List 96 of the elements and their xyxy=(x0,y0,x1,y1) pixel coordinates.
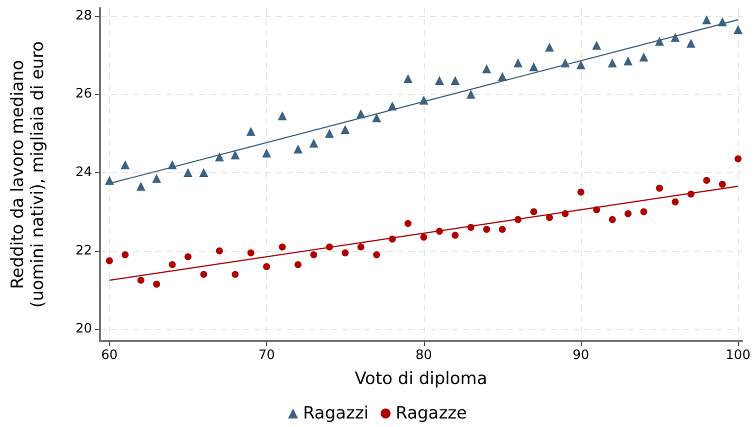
point xyxy=(450,76,460,85)
point xyxy=(419,96,428,105)
point xyxy=(324,128,334,138)
y-tick-label: 28 xyxy=(75,8,92,24)
point xyxy=(529,62,538,72)
x-axis-title: Voto di diploma xyxy=(354,369,488,389)
y-tick-label: 26 xyxy=(75,86,92,102)
point xyxy=(670,32,680,42)
x-tick-label: 90 xyxy=(572,348,590,363)
point xyxy=(230,150,240,160)
point xyxy=(703,176,710,184)
y-tick-label: 20 xyxy=(75,322,92,337)
point xyxy=(326,243,333,250)
x-tick-label: 80 xyxy=(415,348,432,363)
point xyxy=(560,58,570,68)
point xyxy=(718,17,727,26)
y-tick-label: 24 xyxy=(75,165,92,180)
point xyxy=(214,152,224,162)
point xyxy=(420,234,428,241)
point xyxy=(232,270,239,278)
point xyxy=(342,249,349,256)
point xyxy=(482,64,492,74)
point xyxy=(530,208,538,216)
point xyxy=(136,182,146,191)
point xyxy=(718,180,726,188)
point xyxy=(356,109,366,118)
point xyxy=(656,184,663,192)
point xyxy=(593,206,600,214)
point xyxy=(104,176,114,185)
point xyxy=(592,40,602,50)
point xyxy=(654,36,664,46)
point xyxy=(153,280,160,288)
y-axis-title: Reddito da lavoro mediano (uomini nativi), migliaia di euro xyxy=(8,41,48,308)
point xyxy=(686,38,696,48)
point xyxy=(184,253,192,260)
point xyxy=(372,113,382,122)
point xyxy=(278,111,287,120)
point xyxy=(608,58,617,68)
point xyxy=(544,42,554,52)
point xyxy=(624,210,632,218)
legend-label: Ragazze xyxy=(396,404,468,424)
point xyxy=(436,228,443,235)
point xyxy=(562,210,569,218)
y-tick-label: 22 xyxy=(75,243,92,258)
point xyxy=(200,270,208,278)
point xyxy=(137,276,144,284)
point xyxy=(452,232,459,239)
point xyxy=(294,261,302,268)
point xyxy=(702,15,712,24)
point xyxy=(498,72,507,82)
point xyxy=(168,261,176,268)
point xyxy=(120,160,130,170)
point xyxy=(152,174,162,183)
point xyxy=(247,249,254,256)
point xyxy=(498,226,506,233)
point xyxy=(467,224,474,231)
point xyxy=(263,263,270,270)
point xyxy=(216,247,223,254)
point xyxy=(640,208,648,216)
point xyxy=(168,160,177,170)
point xyxy=(262,148,272,158)
x-tick-label: 70 xyxy=(258,348,275,363)
point xyxy=(546,214,553,222)
point xyxy=(184,168,193,178)
point xyxy=(687,190,694,198)
point xyxy=(483,226,490,233)
point xyxy=(357,243,364,250)
point xyxy=(672,198,679,206)
point xyxy=(624,56,633,66)
point xyxy=(309,138,318,148)
point xyxy=(639,52,648,62)
point xyxy=(734,155,742,162)
point xyxy=(577,188,584,196)
point xyxy=(388,101,397,110)
point xyxy=(404,74,413,84)
point xyxy=(373,251,380,258)
point xyxy=(340,124,350,134)
x-tick-label: 60 xyxy=(101,348,118,363)
point xyxy=(404,220,412,227)
point xyxy=(278,243,286,250)
legend-label: Ragazzi xyxy=(303,404,369,424)
point xyxy=(466,90,476,99)
point xyxy=(106,257,113,264)
point xyxy=(388,236,396,243)
point xyxy=(122,251,129,258)
point xyxy=(246,126,256,136)
point xyxy=(434,76,444,85)
point xyxy=(514,58,523,68)
point xyxy=(514,216,522,224)
point xyxy=(294,144,303,154)
point xyxy=(734,25,743,34)
point xyxy=(608,216,616,224)
point xyxy=(576,60,586,70)
x-tick-label: 100 xyxy=(726,348,750,363)
point xyxy=(310,251,318,258)
point xyxy=(199,168,208,178)
